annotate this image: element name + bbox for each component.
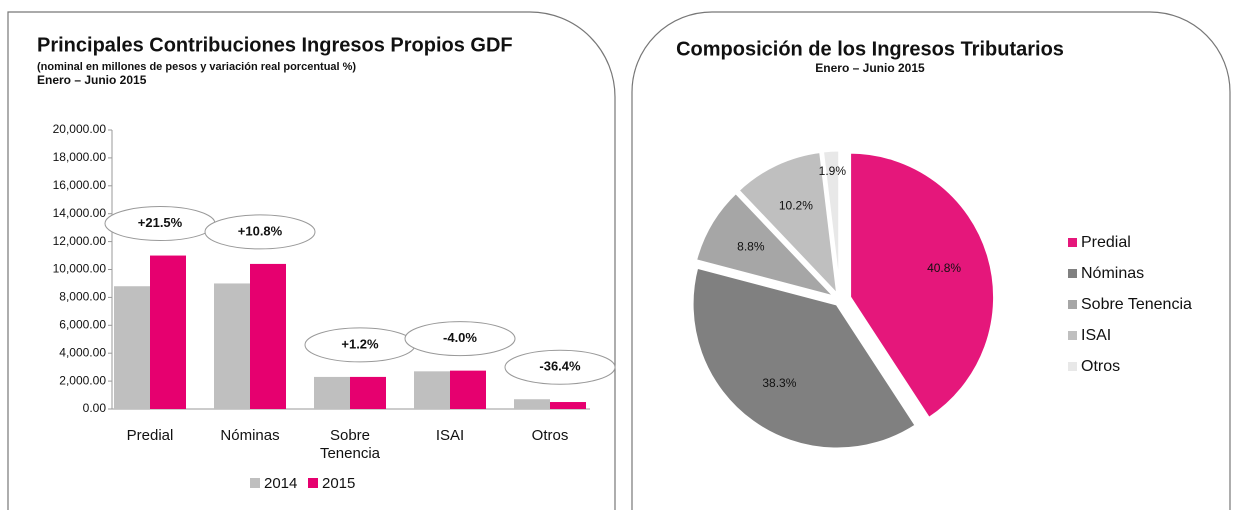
bar — [514, 399, 550, 409]
annotation: +1.2% — [341, 336, 379, 351]
legend-swatch — [1068, 362, 1077, 371]
y-tick-label: 18,000.00 — [53, 150, 107, 164]
chart-subtitle: Enero – Junio 2015 — [815, 61, 925, 75]
x-tick-label: Nóminas — [220, 427, 280, 444]
panel-frame — [7, 11, 616, 510]
bar — [314, 376, 350, 409]
bar — [114, 286, 150, 409]
data-label: 1.9% — [819, 164, 847, 178]
annotation-bubble — [204, 214, 316, 250]
legend-label: Nóminas — [1081, 265, 1144, 282]
pie-slice — [693, 190, 841, 301]
y-tick-label: 8,000.00 — [59, 290, 106, 304]
y-tick-label: 0.00 — [83, 401, 107, 415]
chart-title: Composición de los Ingresos Tributarios — [676, 38, 1064, 60]
legend-swatch — [250, 478, 260, 488]
y-tick-label: 16,000.00 — [53, 178, 107, 192]
legend-label: Sobre Tenencia — [1081, 296, 1192, 313]
bar — [550, 402, 586, 409]
legend-swatch — [1068, 331, 1077, 340]
y-tick-label: 10,000.00 — [53, 262, 107, 276]
data-label: 10.2% — [779, 198, 813, 212]
legend-label: 2015 — [322, 475, 355, 492]
pie-slice — [820, 148, 842, 296]
x-tick-label: ISAI — [435, 427, 465, 444]
x-tick-label: Otros — [531, 427, 569, 444]
pie-slice — [848, 150, 997, 421]
chart-period: Enero – Junio 2015 — [37, 73, 147, 87]
legend-label: Otros — [1081, 358, 1120, 375]
bar — [450, 370, 486, 409]
y-tick-label: 4,000.00 — [59, 345, 106, 359]
legend-label: ISAI — [1081, 327, 1111, 344]
legend-swatch — [1068, 269, 1077, 278]
data-label: 38.3% — [762, 376, 796, 390]
bar — [350, 376, 386, 409]
bar — [250, 263, 286, 409]
bar — [150, 255, 186, 409]
annotation: +10.8% — [238, 223, 283, 238]
y-tick-label: 12,000.00 — [53, 234, 107, 248]
data-label: 8.8% — [737, 239, 765, 253]
pie-slice — [735, 149, 840, 300]
y-tick-label: 20,000.00 — [53, 122, 107, 136]
annotation: +21.5% — [138, 215, 183, 230]
panel-frame — [631, 11, 1231, 510]
y-tick-label: 6,000.00 — [59, 317, 106, 331]
y-tick-label: 14,000.00 — [53, 206, 107, 220]
legend-swatch — [308, 478, 318, 488]
pie-slice — [690, 265, 919, 451]
data-label: 40.8% — [927, 261, 961, 275]
legend-label: Predial — [1081, 234, 1131, 251]
bar — [214, 283, 250, 409]
x-tick-label: Predial — [126, 427, 174, 444]
bar — [414, 371, 450, 409]
annotation: -4.0% — [443, 330, 477, 345]
chart-title: Principales Contribuciones Ingresos Prop… — [37, 34, 513, 56]
chart-subtitle: (nominal en millones de pesos y variació… — [37, 61, 356, 73]
annotation-bubble — [504, 349, 616, 385]
x-tick-label: Sobre Tenencia — [319, 427, 381, 462]
annotation-bubble — [404, 321, 516, 357]
annotation: -36.4% — [539, 359, 581, 374]
legend-label: 2014 — [264, 475, 297, 492]
y-tick-label: 2,000.00 — [59, 373, 106, 387]
legend-swatch — [1068, 238, 1077, 247]
legend-swatch — [1068, 300, 1077, 309]
